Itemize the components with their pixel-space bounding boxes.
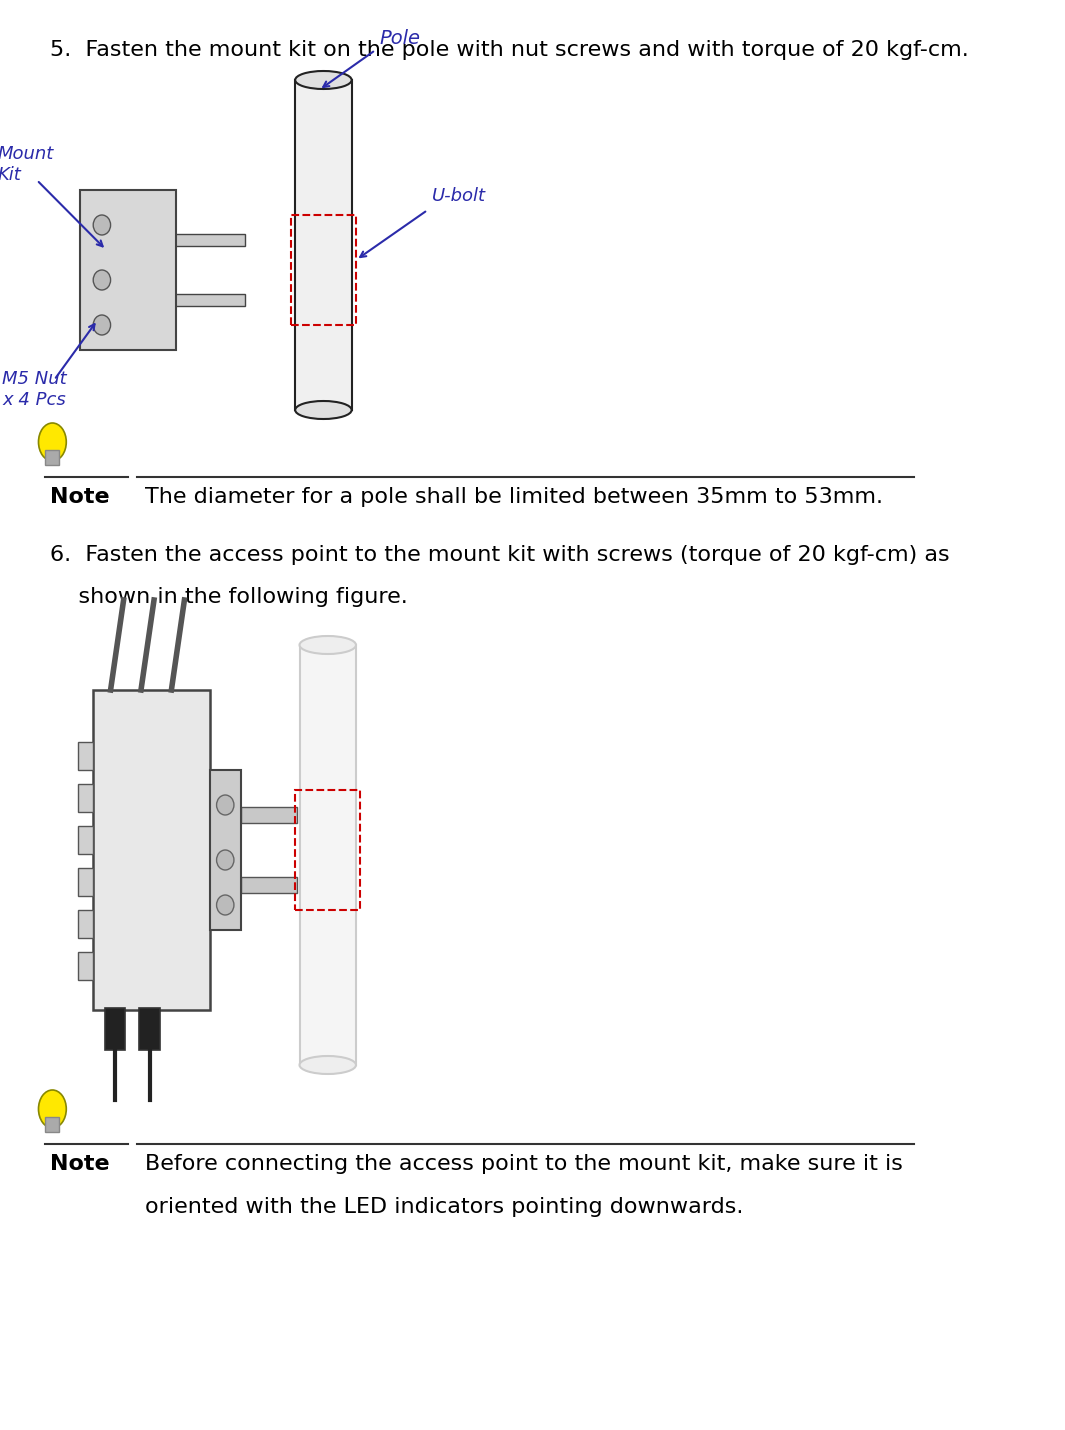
Bar (80, 295, 245, 306)
Text: Before connecting the access point to the mount kit, make sure it is: Before connecting the access point to th… (145, 1154, 903, 1174)
Bar (140, 1008, 160, 1050)
Text: Mount
Kit: Mount Kit (0, 144, 54, 184)
Bar (94, 691, 211, 1010)
Bar (46, 450, 60, 465)
Circle shape (216, 895, 234, 915)
Text: The diameter for a pole shall be limited between 35mm to 53mm.: The diameter for a pole shall be limited… (145, 488, 883, 508)
Circle shape (216, 795, 234, 815)
Bar (78, 909, 94, 938)
Bar (80, 190, 176, 350)
Ellipse shape (299, 1055, 356, 1074)
Bar (299, 645, 356, 1065)
Text: shown in the following figure.: shown in the following figure. (50, 586, 408, 606)
Circle shape (94, 214, 111, 235)
Ellipse shape (295, 72, 351, 89)
Circle shape (94, 315, 111, 335)
Text: oriented with the LED indicators pointing downwards.: oriented with the LED indicators pointin… (145, 1197, 743, 1217)
Bar (241, 877, 297, 892)
Circle shape (216, 849, 234, 869)
Text: Pole: Pole (380, 29, 421, 49)
Bar (241, 807, 297, 824)
Bar (78, 868, 94, 897)
Text: M5 Nut
x 4 Pcs: M5 Nut x 4 Pcs (2, 370, 67, 409)
Bar (80, 235, 245, 246)
Text: 5.  Fasten the mount kit on the pole with nut screws and with torque of 20 kgf-c: 5. Fasten the mount kit on the pole with… (50, 40, 968, 60)
Text: U-bolt: U-bolt (432, 187, 486, 204)
Bar (295, 789, 360, 909)
Bar (78, 827, 94, 854)
Bar (295, 80, 351, 410)
Text: 6.  Fasten the access point to the mount kit with screws (torque of 20 kgf-cm) a: 6. Fasten the access point to the mount … (50, 545, 949, 565)
Bar (78, 742, 94, 769)
Bar (211, 769, 241, 930)
Ellipse shape (299, 636, 356, 654)
Bar (291, 214, 356, 325)
Ellipse shape (38, 423, 66, 460)
Circle shape (94, 270, 111, 290)
Text: Note: Note (50, 488, 110, 508)
Text: Note: Note (50, 1154, 110, 1174)
Ellipse shape (38, 1090, 66, 1128)
Bar (46, 1117, 60, 1133)
Bar (104, 1008, 126, 1050)
Bar (78, 784, 94, 812)
Bar (78, 952, 94, 980)
Ellipse shape (295, 400, 351, 419)
